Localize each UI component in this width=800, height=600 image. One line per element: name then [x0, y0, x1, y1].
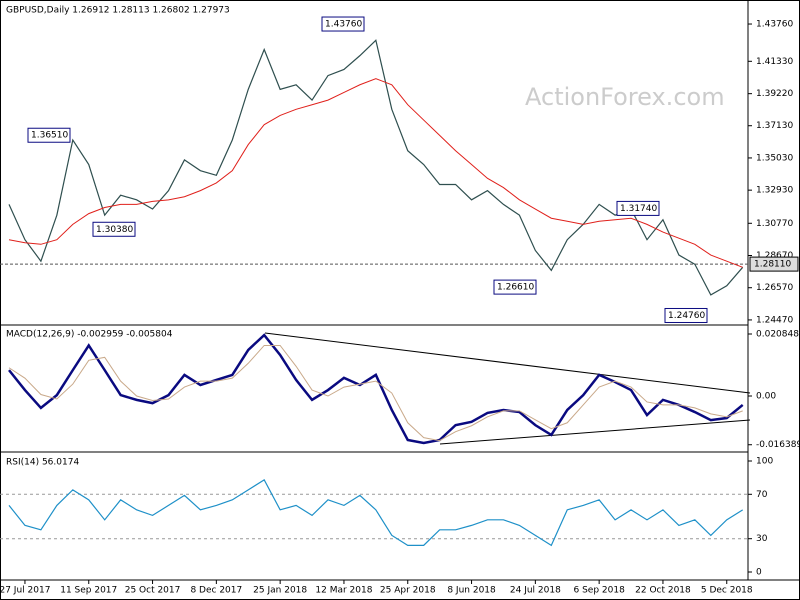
- annotation-label: 1.26610: [497, 283, 534, 293]
- x-tick-label: 25 Jan 2018: [253, 586, 307, 596]
- current-price-label: 1.28110: [754, 260, 791, 270]
- y-tick-label: -0.016389: [756, 440, 800, 450]
- x-tick-label: 25 Oct 2017: [125, 586, 181, 596]
- y-tick-label: 1.28670: [756, 251, 793, 261]
- y-tick-label: 0.020848: [756, 330, 799, 340]
- x-tick-label: 6 Sep 2018: [573, 586, 625, 596]
- macd-title: MACD(12,26,9) -0.002959 -0.005804: [6, 330, 173, 340]
- x-tick-label: 11 Sep 2017: [60, 586, 117, 596]
- x-tick-label: 25 Apr 2018: [380, 586, 436, 596]
- series-line: [8, 78, 743, 268]
- y-tick-label: 70: [756, 490, 768, 500]
- x-tick-label: 22 Oct 2018: [635, 586, 691, 596]
- y-tick-label: 1.30770: [756, 219, 793, 229]
- annotation-label: 1.24760: [668, 311, 705, 321]
- watermark: ActionForex.com: [525, 83, 725, 111]
- annotation-label: 1.30380: [96, 225, 133, 235]
- annotation-box: [493, 279, 537, 295]
- trendline: [264, 332, 751, 394]
- chart-title: GBPUSD,Daily 1.26912 1.28113 1.26802 1.2…: [6, 6, 230, 16]
- annotation-label: 1.43760: [325, 20, 362, 30]
- annotation-box: [664, 307, 708, 323]
- rsi-title: RSI(14) 56.0174: [6, 458, 79, 468]
- series-line: [8, 333, 744, 445]
- annotation-label: 1.36510: [31, 131, 68, 141]
- x-tick-label: 12 Mar 2018: [315, 586, 372, 596]
- x-tick-label: 24 Jul 2018: [510, 586, 561, 596]
- current-price-box: [749, 256, 799, 272]
- y-tick-label: 1.26570: [756, 283, 793, 293]
- annotation-box: [92, 221, 136, 237]
- y-tick-label: 0.00: [756, 392, 776, 402]
- y-tick-label: 1.39220: [756, 89, 793, 99]
- series-line: [8, 344, 743, 442]
- y-tick-label: 1.35030: [756, 153, 793, 163]
- annotation-box: [616, 200, 660, 216]
- annotation-box: [27, 127, 71, 143]
- x-tick-label: 8 Dec 2017: [190, 586, 242, 596]
- y-tick-label: 1.41330: [756, 57, 793, 67]
- x-tick-label: 27 Jul 2017: [0, 586, 50, 596]
- x-tick-label: 5 Dec 2018: [701, 586, 753, 596]
- y-tick-label: 0: [756, 568, 762, 578]
- y-tick-label: 100: [756, 456, 773, 466]
- series-line: [8, 479, 744, 547]
- y-tick-label: 1.32930: [756, 186, 793, 196]
- trendline: [439, 419, 751, 445]
- y-tick-label: 1.37130: [756, 121, 793, 131]
- y-tick-label: 1.43760: [756, 20, 793, 30]
- annotation-box: [321, 16, 365, 32]
- annotation-label: 1.31740: [620, 204, 657, 214]
- y-tick-label: 30: [756, 534, 768, 544]
- x-tick-label: 8 Jun 2018: [447, 586, 496, 596]
- y-tick-label: 1.24470: [756, 315, 793, 325]
